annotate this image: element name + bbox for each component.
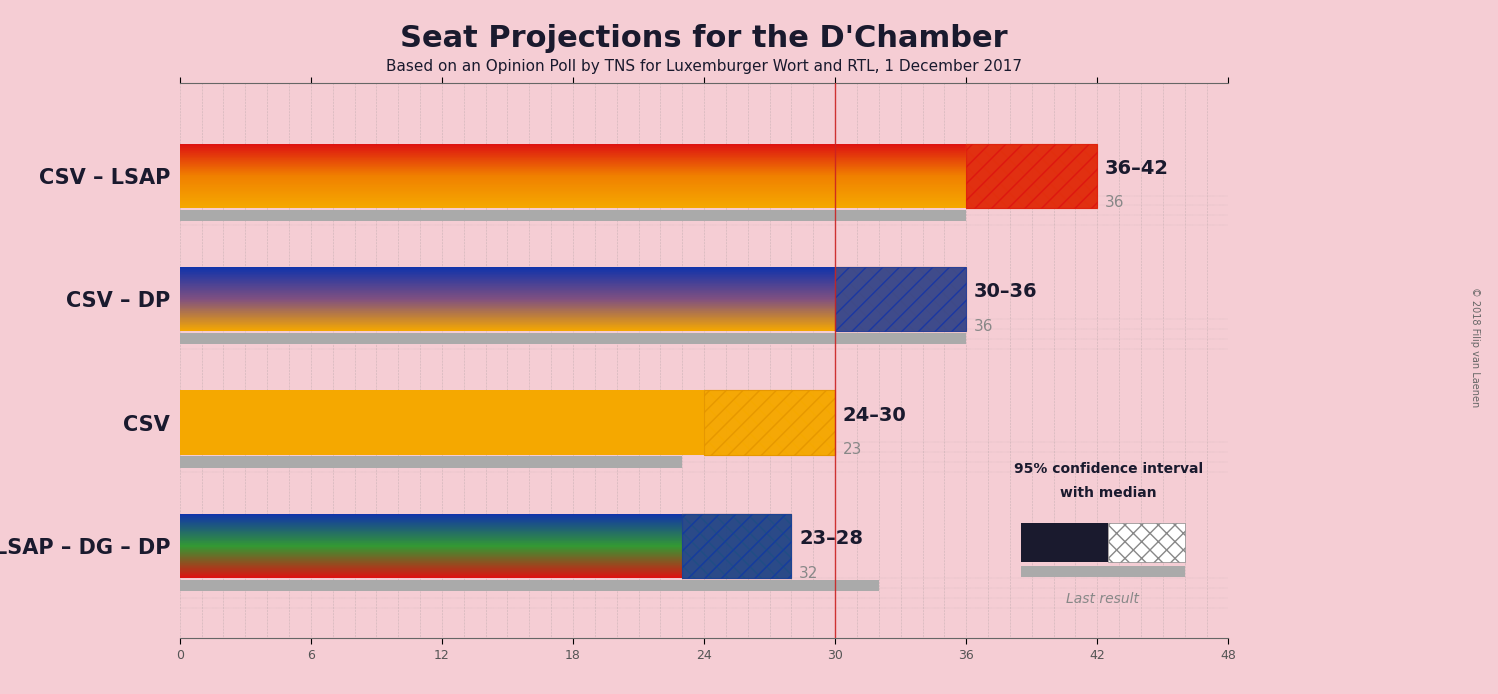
Bar <box>704 391 836 455</box>
Bar <box>180 210 966 221</box>
Text: 23–28: 23–28 <box>798 529 863 548</box>
Text: 36: 36 <box>1106 196 1125 210</box>
Text: 30–36: 30–36 <box>974 282 1038 301</box>
Text: 36–42: 36–42 <box>1106 159 1168 178</box>
Text: 32: 32 <box>798 566 818 581</box>
Bar <box>836 267 966 331</box>
Text: 23: 23 <box>843 442 863 457</box>
Bar <box>682 514 791 578</box>
Bar <box>966 144 1097 208</box>
Bar <box>682 514 791 578</box>
Bar <box>180 457 682 468</box>
Text: with median: with median <box>1061 486 1156 500</box>
Bar <box>682 514 791 578</box>
Bar <box>1020 523 1109 562</box>
Bar <box>1109 523 1185 562</box>
Bar <box>1020 566 1185 577</box>
Text: 95% confidence interval: 95% confidence interval <box>1014 462 1203 475</box>
Bar <box>966 144 1097 208</box>
Text: 24–30: 24–30 <box>843 406 906 425</box>
Text: Seat Projections for the D'Chamber: Seat Projections for the D'Chamber <box>400 24 1008 53</box>
Text: © 2018 Filip van Laenen: © 2018 Filip van Laenen <box>1470 287 1480 407</box>
Bar <box>836 267 966 331</box>
Text: Last result: Last result <box>1067 591 1140 606</box>
Text: 36: 36 <box>974 319 993 334</box>
Bar <box>180 333 966 344</box>
Bar <box>704 391 836 455</box>
Bar <box>180 580 879 591</box>
Text: Based on an Opinion Poll by TNS for Luxemburger Wort and RTL, 1 December 2017: Based on an Opinion Poll by TNS for Luxe… <box>386 59 1022 74</box>
